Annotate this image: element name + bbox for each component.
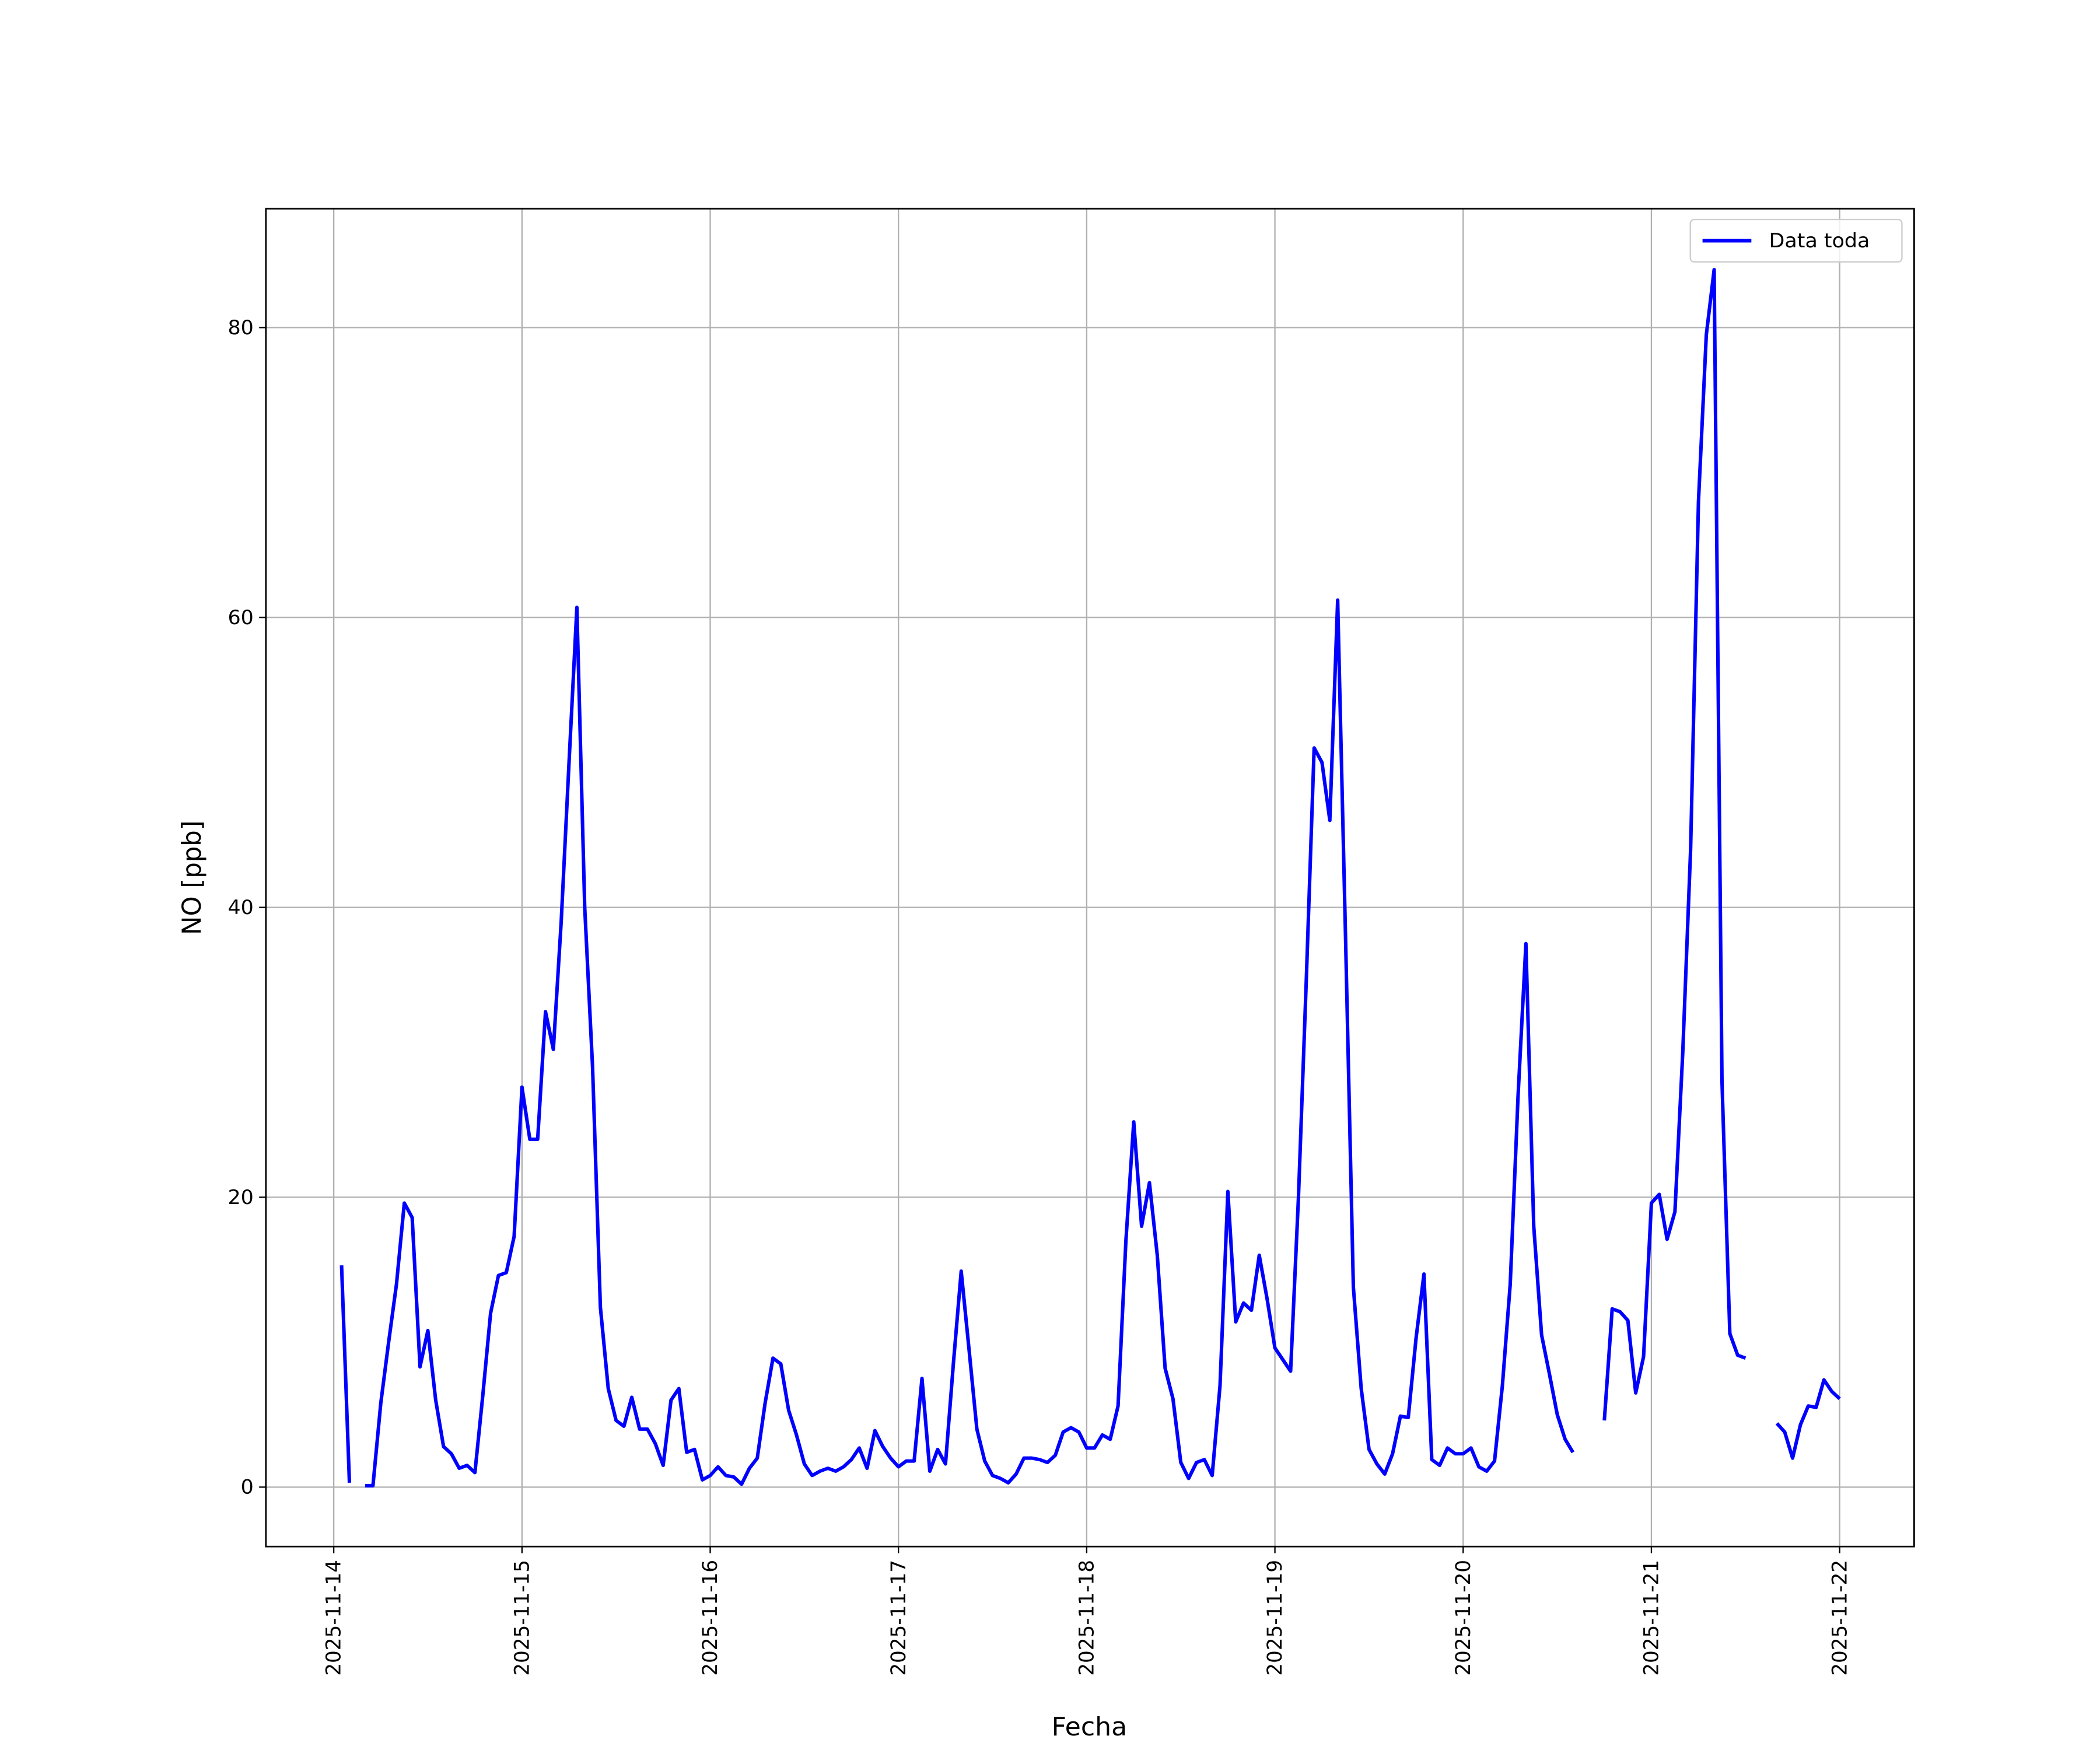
y-tick-label: 60 bbox=[228, 606, 253, 629]
legend-box bbox=[1689, 219, 1903, 263]
x-tick-label: 2025-11-19 bbox=[1264, 1560, 1287, 1676]
x-tick-label: 2025-11-16 bbox=[699, 1560, 722, 1676]
x-tick-label: 2025-11-15 bbox=[510, 1560, 534, 1676]
y-tick-label: 0 bbox=[241, 1476, 254, 1499]
x-tick-label: 2025-11-21 bbox=[1640, 1560, 1663, 1676]
x-tick-label: 2025-11-22 bbox=[1828, 1560, 1852, 1676]
y-tick-label: 20 bbox=[228, 1186, 253, 1209]
plot-frame bbox=[265, 208, 1915, 1548]
data-line bbox=[340, 268, 1841, 1488]
legend-label: Data toda bbox=[1769, 229, 1870, 253]
y-tick-label: 80 bbox=[228, 316, 253, 340]
x-tick-label: 2025-11-17 bbox=[887, 1560, 911, 1676]
x-tick-label: 2025-11-18 bbox=[1075, 1560, 1098, 1676]
x-tick-label: 2025-11-14 bbox=[322, 1560, 345, 1676]
x-axis-label: Fecha bbox=[1052, 1712, 1128, 1741]
y-axis-label: NO [ppb] bbox=[177, 820, 208, 935]
x-tick-label: 2025-11-20 bbox=[1452, 1560, 1475, 1676]
y-tick-label: 40 bbox=[228, 896, 253, 919]
